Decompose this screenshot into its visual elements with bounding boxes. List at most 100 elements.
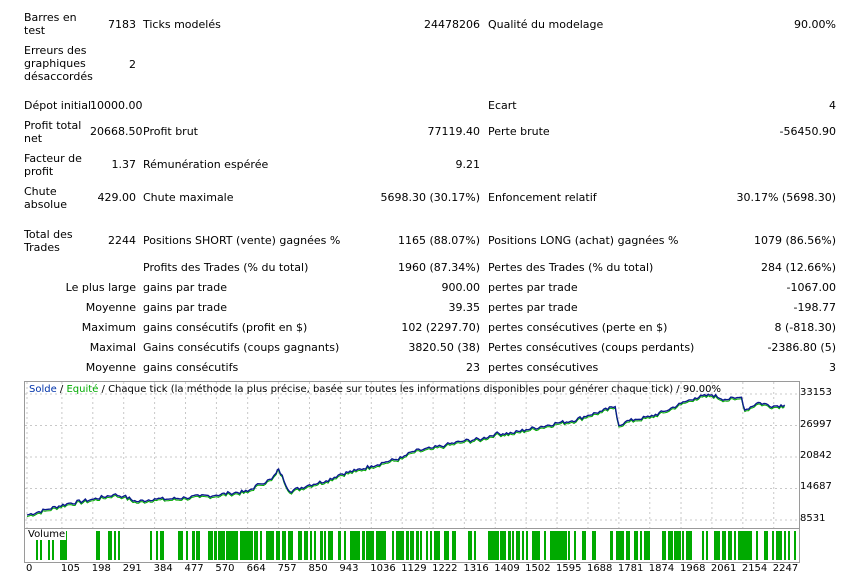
volume-bar [230,531,232,560]
volume-bar [396,531,399,560]
x-tick-label: 1968 [680,563,706,574]
volume-bar [772,531,774,560]
volume-bar [226,531,229,560]
volume-bar [234,531,236,560]
volume-bar [622,531,624,560]
largest-label: Le plus large [65,281,136,294]
volume-bar [218,531,220,560]
volume-bar [716,531,718,560]
volume-bar [534,531,536,560]
volume-bar [214,531,217,560]
volume-bar [366,531,368,560]
volume-bar [96,531,98,560]
x-tick-label: 1316 [463,563,489,574]
volume-bar [416,531,419,560]
volume-bar [114,531,116,560]
x-tick-label: 1502 [525,563,551,574]
volume-bar [354,531,356,560]
net-profit-label: Profit total net [24,119,82,145]
gross-loss-value: -56450.90 [779,125,836,138]
volume-bar [526,531,528,560]
equity-line [26,395,786,517]
volume-bar [574,531,576,560]
volume-bar [518,531,520,560]
volume-bar [532,531,535,560]
volume-bar [674,531,676,560]
volume-bar [402,531,404,560]
volume-bar [616,531,618,560]
rel-drawdown-label: Enfoncement relatif [488,191,597,204]
volume-bar [392,531,394,560]
volume-bar [380,531,382,560]
volume-bar [248,531,250,560]
avg-consec-wins-label: gains consécutifs [143,361,239,374]
volume-chart: Volume [24,528,800,563]
x-tick-label: 1595 [556,563,582,574]
volume-bar [240,531,242,560]
volume-bar [412,531,414,560]
volume-bar [734,531,736,560]
volume-bar [502,531,505,560]
volume-bar [228,531,230,560]
volume-bar [300,531,302,560]
volume-bar [384,531,386,560]
volume-bar [582,531,585,560]
volume-bar [108,531,111,560]
volume-bar [454,531,456,560]
volume-bar [222,531,225,560]
x-tick-label: 198 [91,563,111,574]
largest-profit-label: gains par trade [143,281,228,294]
loss-trades-label: Pertes des Trades (% du total) [488,261,654,274]
volume-bar [784,531,786,560]
volume-bar [192,531,195,560]
volume-bar [722,531,725,560]
volume-bar [496,531,499,560]
quality-label: Qualité du modelage [488,18,604,31]
volume-bar [60,531,63,560]
volume-bar [492,531,494,560]
volume-bar [244,531,247,560]
x-tick-label: 1036 [370,563,396,574]
x-tick-label: 570 [215,563,235,574]
volume-bar [756,531,758,560]
volume-bar [474,531,476,560]
volume-bar [788,531,790,560]
volume-bar [500,531,502,560]
net-profit-value: 20668.50 [90,125,143,138]
volume-bar [452,531,454,560]
bars-value: 7183 [108,18,136,31]
avg-consec-losses-label: pertes consécutives [488,361,599,374]
volume-bar [470,531,472,560]
volume-bar [490,531,493,560]
x-tick-label: 850 [308,563,328,574]
average-label: Moyenne [85,301,136,314]
volume-bar [512,531,514,560]
volume-bar [196,531,198,560]
volume-bar [742,531,745,560]
x-tick-label: 477 [184,563,204,574]
volume-bar [242,531,244,560]
maximal-consec-profit-label: Gains consécutifs (coups gagnants) [143,341,340,354]
maximum-label: Maximum [81,321,136,334]
deposit-label: Dépot initial [24,99,92,112]
avg-consec-wins-value: 23 [466,361,480,374]
volume-bar [778,531,781,560]
x-tick-label: 0 [26,563,33,574]
average-loss-label: pertes par trade [488,301,578,314]
volume-bar [488,531,490,560]
volume-bar [306,531,308,560]
volume-bar [178,531,180,560]
volume-bar [738,531,740,560]
average-profit-label: gains par trade [143,301,228,314]
volume-bar [210,531,213,560]
x-tick-label: 2154 [741,563,768,574]
deposit-value: 10000.00 [90,99,143,112]
volume-bar [288,531,290,560]
profit-trades-value: 1960 (87.34%) [397,261,480,274]
volume-bar [430,531,432,560]
volume-bar [156,531,158,560]
volume-bar [420,531,422,560]
y-tick-label: 20842 [800,450,832,461]
max-drawdown-value: 5698.30 (30.17%) [380,191,480,204]
volume-bar [780,531,782,560]
